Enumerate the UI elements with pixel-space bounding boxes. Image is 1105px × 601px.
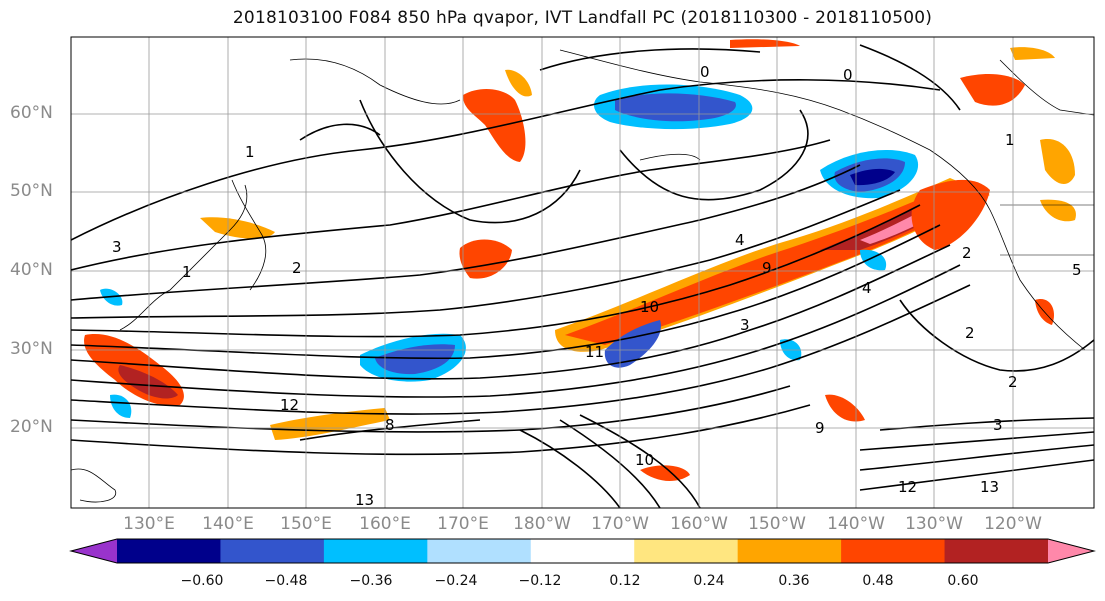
contour-label: 5 [1072,261,1082,279]
colorbar [69,538,1096,564]
coastlines [71,49,1094,503]
colorbar-tick-label: 0.36 [778,573,810,589]
colorbar-segment [117,539,221,563]
contour-label: 9 [762,259,772,277]
contour-label: 10 [635,451,654,469]
contour-label: 3 [112,238,122,256]
contour-label: 2 [965,324,975,342]
colorbar-tick-label: 0.48 [862,573,894,589]
lat-label: 30°N [10,339,53,359]
colorbar-segment [427,539,532,563]
contour-label: 1 [182,263,192,281]
lon-label: 160°W [670,514,728,534]
lat-label: 20°N [10,417,53,437]
map-area: 0 0 1 1 1 2 2 2 2 3 3 3 4 4 8 9 9 10 10 … [71,37,1094,509]
colorbar-tick-label: −0.48 [264,573,308,589]
lon-label: 140°W [827,514,885,534]
contour-label: 13 [980,478,999,496]
contour-label: 12 [898,478,917,496]
colorbar-segment [841,539,946,563]
colorbar-segment [737,539,842,563]
contour-label: 3 [740,316,750,334]
colorbar-extend-high [1048,539,1094,563]
lon-label: 130°E [123,514,175,534]
lon-label: 150°E [280,514,332,534]
contour-label: 11 [585,343,604,361]
contour-label: 3 [993,416,1003,434]
colorbar-segment [634,539,739,563]
contour-label: 0 [843,66,853,84]
contour-label: 0 [700,63,710,81]
contour-label: 2 [1008,373,1018,391]
colorbar-segment [530,539,635,563]
colorbar-tick-label: 0.24 [693,573,725,589]
colorbar-tick-label: −0.60 [180,573,224,589]
lon-label: 130°W [905,514,963,534]
graticule [71,37,1094,508]
colorbar-segment [323,539,428,563]
colorbar-segment [944,539,1049,563]
colorbar-outline [69,538,1096,564]
contour-labels: 0 0 1 1 1 2 2 2 2 3 3 3 4 4 8 9 9 10 10 … [112,63,1082,509]
contour-label: 4 [735,231,745,249]
contour-label: 10 [640,298,659,316]
lat-label: 60°N [10,103,53,123]
lon-label: 120°W [984,514,1042,534]
colorbar-tick-label: −0.36 [349,573,393,589]
contour-label: 2 [292,259,302,277]
colorbar-tick-label: −0.24 [434,573,478,589]
contour-label: 13 [355,491,374,509]
colorbar-tick-label: 0.12 [609,573,641,589]
colorbar-segment [220,539,325,563]
lon-label: 180°W [513,514,571,534]
contour-label: 4 [862,279,872,297]
lon-label: 150°W [748,514,806,534]
lat-label: 50°N [10,181,53,201]
contour-label: 1 [245,143,255,161]
map-frame [70,36,1095,509]
shading-warm [84,39,1076,482]
lon-label: 170°E [437,514,489,534]
colorbar-extend-low [71,539,117,563]
map-title: 2018103100 F084 850 hPa qvapor, IVT Land… [232,8,933,28]
lat-label: 40°N [10,260,53,280]
colorbar-tick-label: −0.12 [518,573,562,589]
contour-label: 8 [385,416,395,434]
lon-label: 170°W [591,514,649,534]
contour-label: 2 [962,244,972,262]
colorbar-tick-label: 0.60 [947,573,979,589]
lon-label: 160°E [359,514,411,534]
contour-label: 1 [1005,131,1015,149]
contour-label: 12 [280,396,299,414]
contour-label: 9 [815,419,825,437]
lon-label: 140°E [202,514,254,534]
